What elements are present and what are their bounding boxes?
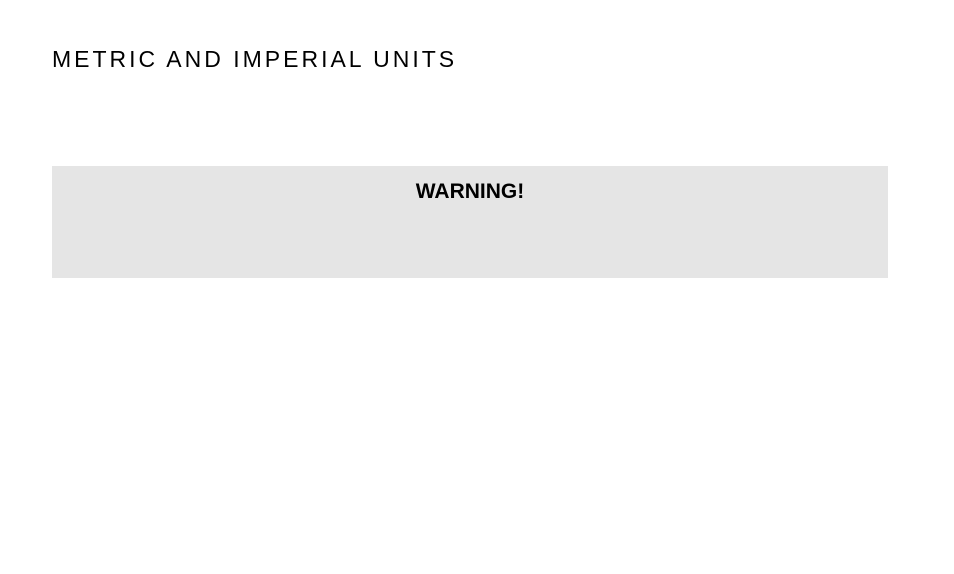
warning-box: WARNING! <box>52 166 888 278</box>
warning-label: WARNING! <box>52 180 888 204</box>
page-title: METRIC AND IMPERIAL UNITS <box>52 46 457 73</box>
